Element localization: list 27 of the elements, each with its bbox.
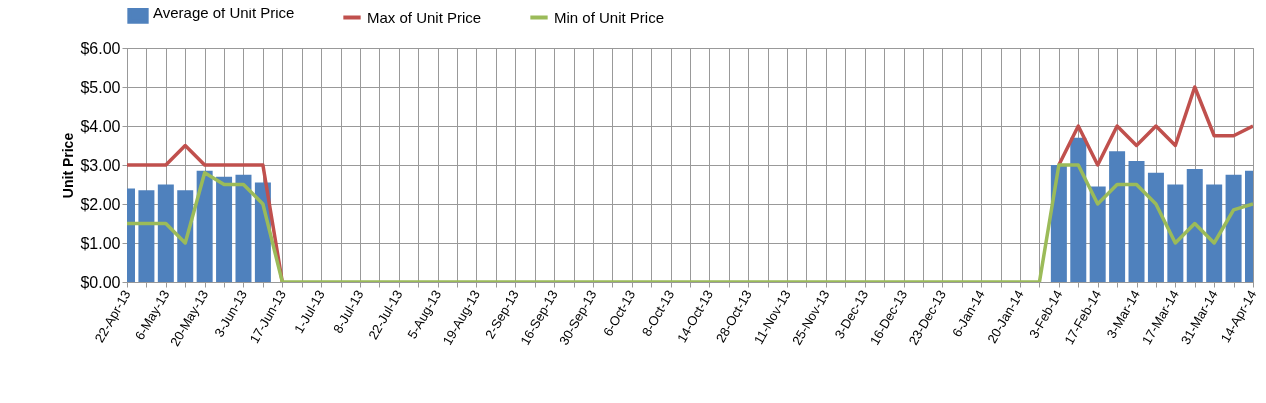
bar	[1167, 184, 1184, 282]
bar	[157, 184, 174, 282]
legend-label: Max of Unit Price	[367, 8, 482, 26]
bar	[1109, 151, 1126, 282]
y-tick-label: $1.00	[80, 234, 121, 252]
bar	[1147, 172, 1164, 282]
y-tick-label: $4.00	[80, 117, 121, 135]
bar	[177, 190, 194, 282]
bar	[196, 170, 213, 282]
y-tick-label: $3.00	[80, 156, 121, 174]
bar	[1225, 174, 1242, 282]
bar	[1128, 161, 1145, 282]
y-tick-label: $5.00	[80, 78, 121, 96]
bar	[138, 190, 155, 282]
bar	[1050, 165, 1067, 282]
y-axis-title: Unit Price	[60, 132, 77, 199]
legend-label: Min of Unit Price	[554, 8, 665, 26]
bar	[235, 174, 252, 282]
bar	[1089, 186, 1106, 282]
y-tick-label: $6.00	[80, 39, 121, 57]
y-tick-label: $0.00	[80, 273, 121, 291]
bar	[1070, 137, 1087, 282]
y-tick-label: $2.00	[80, 195, 121, 213]
bar	[1186, 168, 1203, 282]
legend-label: Average of Unit Price	[153, 4, 295, 22]
bar	[1206, 184, 1223, 282]
bar	[216, 176, 233, 282]
